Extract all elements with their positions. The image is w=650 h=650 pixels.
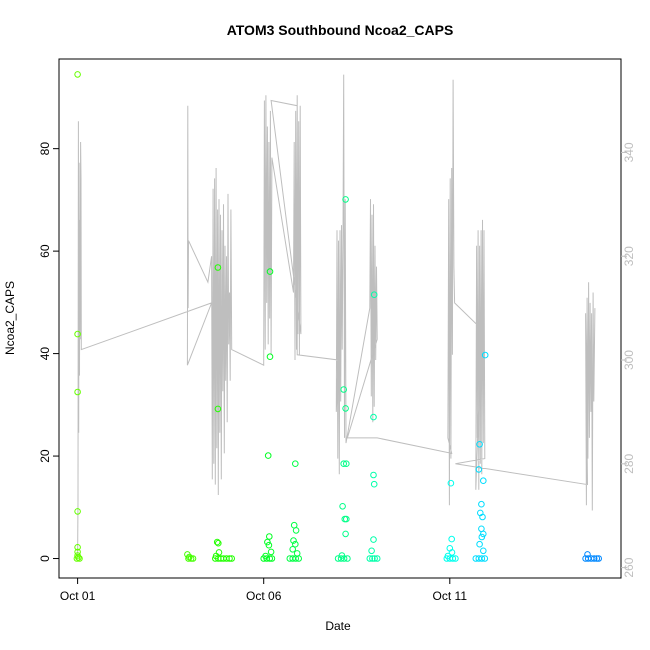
data-point xyxy=(478,533,486,541)
data-point xyxy=(595,555,603,562)
data-point xyxy=(268,555,276,562)
y-left-tick-label: 80 xyxy=(38,142,52,156)
data-point xyxy=(448,549,456,556)
y-left-tick-label: 60 xyxy=(38,244,52,258)
data-point xyxy=(295,555,303,562)
data-point xyxy=(292,540,299,548)
data-point xyxy=(264,452,272,459)
data-point xyxy=(448,535,456,543)
data-point xyxy=(74,71,81,78)
y-right-tick-label: 340 xyxy=(622,142,636,162)
data-point xyxy=(266,555,274,562)
data-point xyxy=(477,509,484,517)
data-point xyxy=(187,555,195,562)
data-point xyxy=(214,405,222,413)
data-point xyxy=(74,388,81,396)
data-point xyxy=(584,551,591,558)
data-point xyxy=(452,555,459,562)
axis-layer: Oct 01 Oct 06 Oct 11 0 20 40 60 80 260 280 300 320 3… xyxy=(38,142,636,603)
data-point xyxy=(371,555,378,562)
data-point xyxy=(590,555,598,562)
data-point xyxy=(266,268,274,275)
y-left-tick-label: 40 xyxy=(38,347,52,361)
data-point xyxy=(266,533,273,540)
data-point xyxy=(370,471,377,479)
data-point xyxy=(370,291,378,299)
data-point xyxy=(215,539,222,547)
data-point xyxy=(593,555,601,562)
y-axis-label: Ncoa2_CAPS xyxy=(3,281,17,355)
x-axis-label: Date xyxy=(325,619,351,633)
data-point xyxy=(342,530,349,538)
data-point xyxy=(228,555,235,562)
data-point xyxy=(290,537,297,544)
data-point xyxy=(74,508,81,515)
data-point xyxy=(292,460,299,468)
data-point xyxy=(292,555,300,562)
data-point xyxy=(265,541,273,549)
data-point xyxy=(75,554,82,561)
data-point xyxy=(481,351,489,359)
data-point xyxy=(475,466,483,473)
data-point xyxy=(478,500,485,508)
chart-title: ATOM3 Southbound Ncoa2_CAPS xyxy=(227,22,454,38)
x-tick-label: Oct 01 xyxy=(60,589,96,603)
data-point xyxy=(215,549,223,556)
data-point xyxy=(289,546,297,553)
data-point xyxy=(267,548,275,556)
data-point xyxy=(214,264,222,271)
data-point xyxy=(264,538,271,546)
line-layer xyxy=(77,74,596,558)
data-point xyxy=(340,555,348,562)
data-point xyxy=(481,555,489,562)
x-tick-label: Oct 06 xyxy=(246,589,282,603)
data-point xyxy=(343,515,350,523)
data-point xyxy=(480,477,487,485)
data-point xyxy=(369,555,376,562)
data-point xyxy=(370,536,377,543)
data-point xyxy=(480,530,487,538)
data-point xyxy=(339,503,346,510)
data-point xyxy=(74,330,81,338)
data-point xyxy=(340,386,348,393)
series-line xyxy=(77,74,596,558)
data-point xyxy=(373,555,381,562)
data-point xyxy=(342,196,349,203)
data-point xyxy=(337,555,345,562)
x-tick-label: Oct 11 xyxy=(433,589,468,603)
y-left-tick-label: 20 xyxy=(38,449,52,463)
data-point xyxy=(185,555,192,562)
data-point xyxy=(76,555,83,562)
data-point xyxy=(476,441,483,448)
data-point xyxy=(370,413,377,421)
data-point xyxy=(343,460,350,468)
data-point xyxy=(368,547,375,555)
data-point xyxy=(292,527,300,534)
data-point xyxy=(449,555,457,562)
point-layer xyxy=(73,71,603,562)
data-point xyxy=(213,538,221,546)
plot-frame xyxy=(58,58,622,579)
y-right-tick-label: 280 xyxy=(622,453,636,473)
data-point xyxy=(478,555,486,562)
data-point xyxy=(366,555,374,562)
data-point xyxy=(73,555,81,562)
data-point xyxy=(476,540,483,548)
data-point xyxy=(370,480,378,488)
data-point xyxy=(342,405,349,412)
y-right-tick-label: 320 xyxy=(622,246,636,266)
data-point xyxy=(340,460,348,468)
y-left-tick-label: 0 xyxy=(38,555,52,562)
y-right-tick-label: 300 xyxy=(622,350,636,370)
data-point xyxy=(189,555,197,562)
data-point xyxy=(344,555,351,562)
data-point xyxy=(74,544,81,551)
data-point xyxy=(447,479,455,487)
y-right-tick-label: 260 xyxy=(622,557,636,577)
data-point xyxy=(480,547,487,555)
data-point xyxy=(226,555,233,562)
data-point xyxy=(266,353,274,361)
